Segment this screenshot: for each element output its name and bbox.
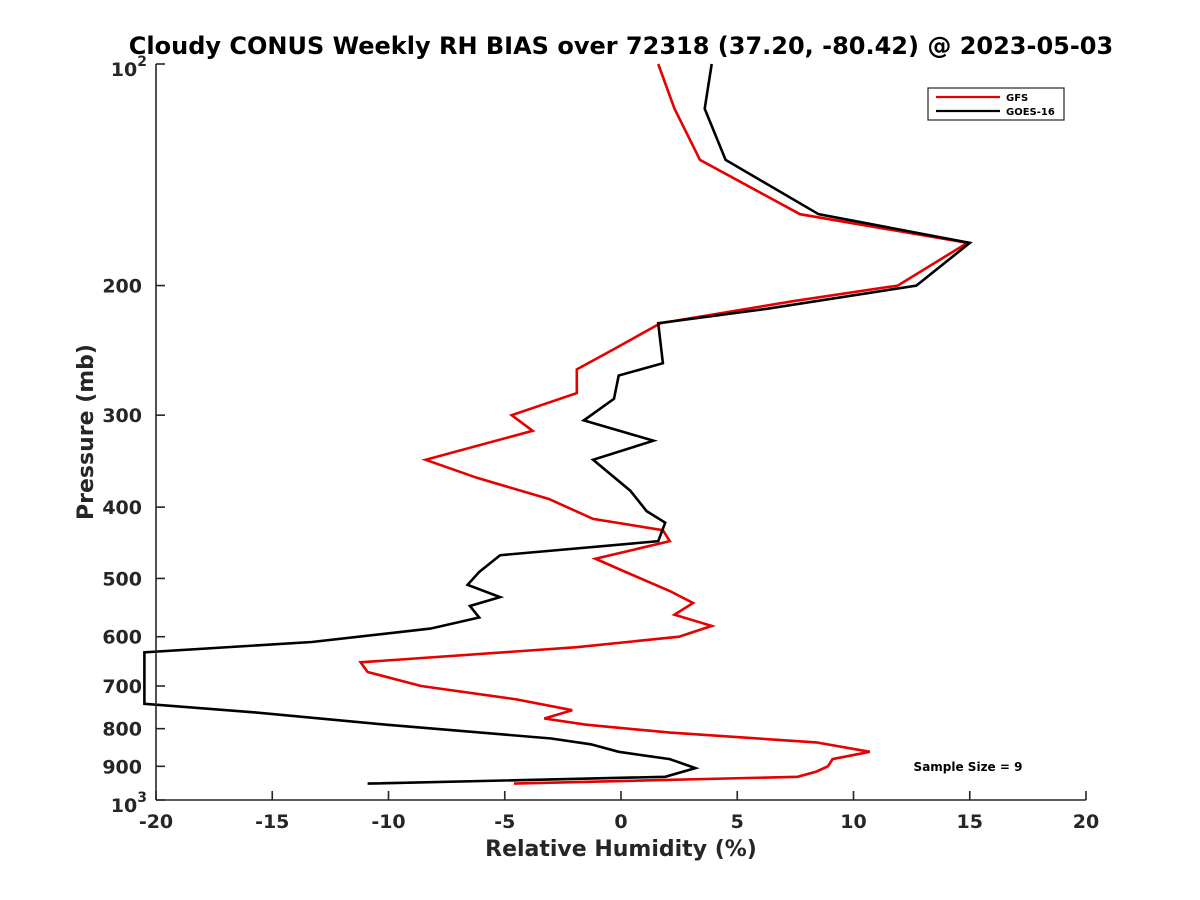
series-layer: [143, 63, 973, 785]
legend: GFS GOES-16: [927, 87, 1065, 121]
x-tick-label: -15: [255, 811, 289, 833]
x-tick-label: -20: [139, 811, 173, 833]
x-tick-label: -5: [494, 811, 515, 833]
x-tick-label: 10: [840, 811, 866, 833]
x-axis-label: Relative Humidity (%): [485, 837, 757, 862]
legend-label-goes16: GOES-16: [1006, 107, 1055, 118]
x-tick-label: 15: [957, 811, 983, 833]
x-ticks: -20 -15 -10 -5 0 5 10 15 20: [139, 791, 1099, 833]
chart-title: Cloudy CONUS Weekly RH BIAS over 72318 (…: [129, 32, 1113, 60]
series-line-goes16: [143, 63, 973, 785]
y-tick-label: 200: [102, 276, 142, 298]
y-tick-label: 500: [102, 568, 142, 590]
y-tick-label: 300: [102, 405, 142, 427]
y-tick-label: 400: [102, 497, 142, 519]
y-tick-label: 103: [111, 790, 147, 817]
y-tick-label: 600: [102, 627, 142, 649]
x-tick-label: 5: [731, 811, 744, 833]
y-tick-label: 102: [111, 54, 147, 81]
y-tick-label: 900: [102, 756, 142, 778]
y-tick-label: 800: [102, 719, 142, 741]
legend-label-gfs: GFS: [1006, 93, 1028, 104]
y-ticks: 102 200 300 400 500 600 700 800 900 103: [102, 54, 165, 817]
sample-size-annotation: Sample Size = 9: [914, 760, 1023, 774]
x-tick-label: 20: [1073, 811, 1099, 833]
y-axis-label: Pressure (mb): [74, 344, 99, 520]
x-tick-label: -10: [371, 811, 405, 833]
legend-box: [927, 87, 1065, 121]
x-tick-label: 0: [614, 811, 627, 833]
y-tick-label: 700: [102, 676, 142, 698]
